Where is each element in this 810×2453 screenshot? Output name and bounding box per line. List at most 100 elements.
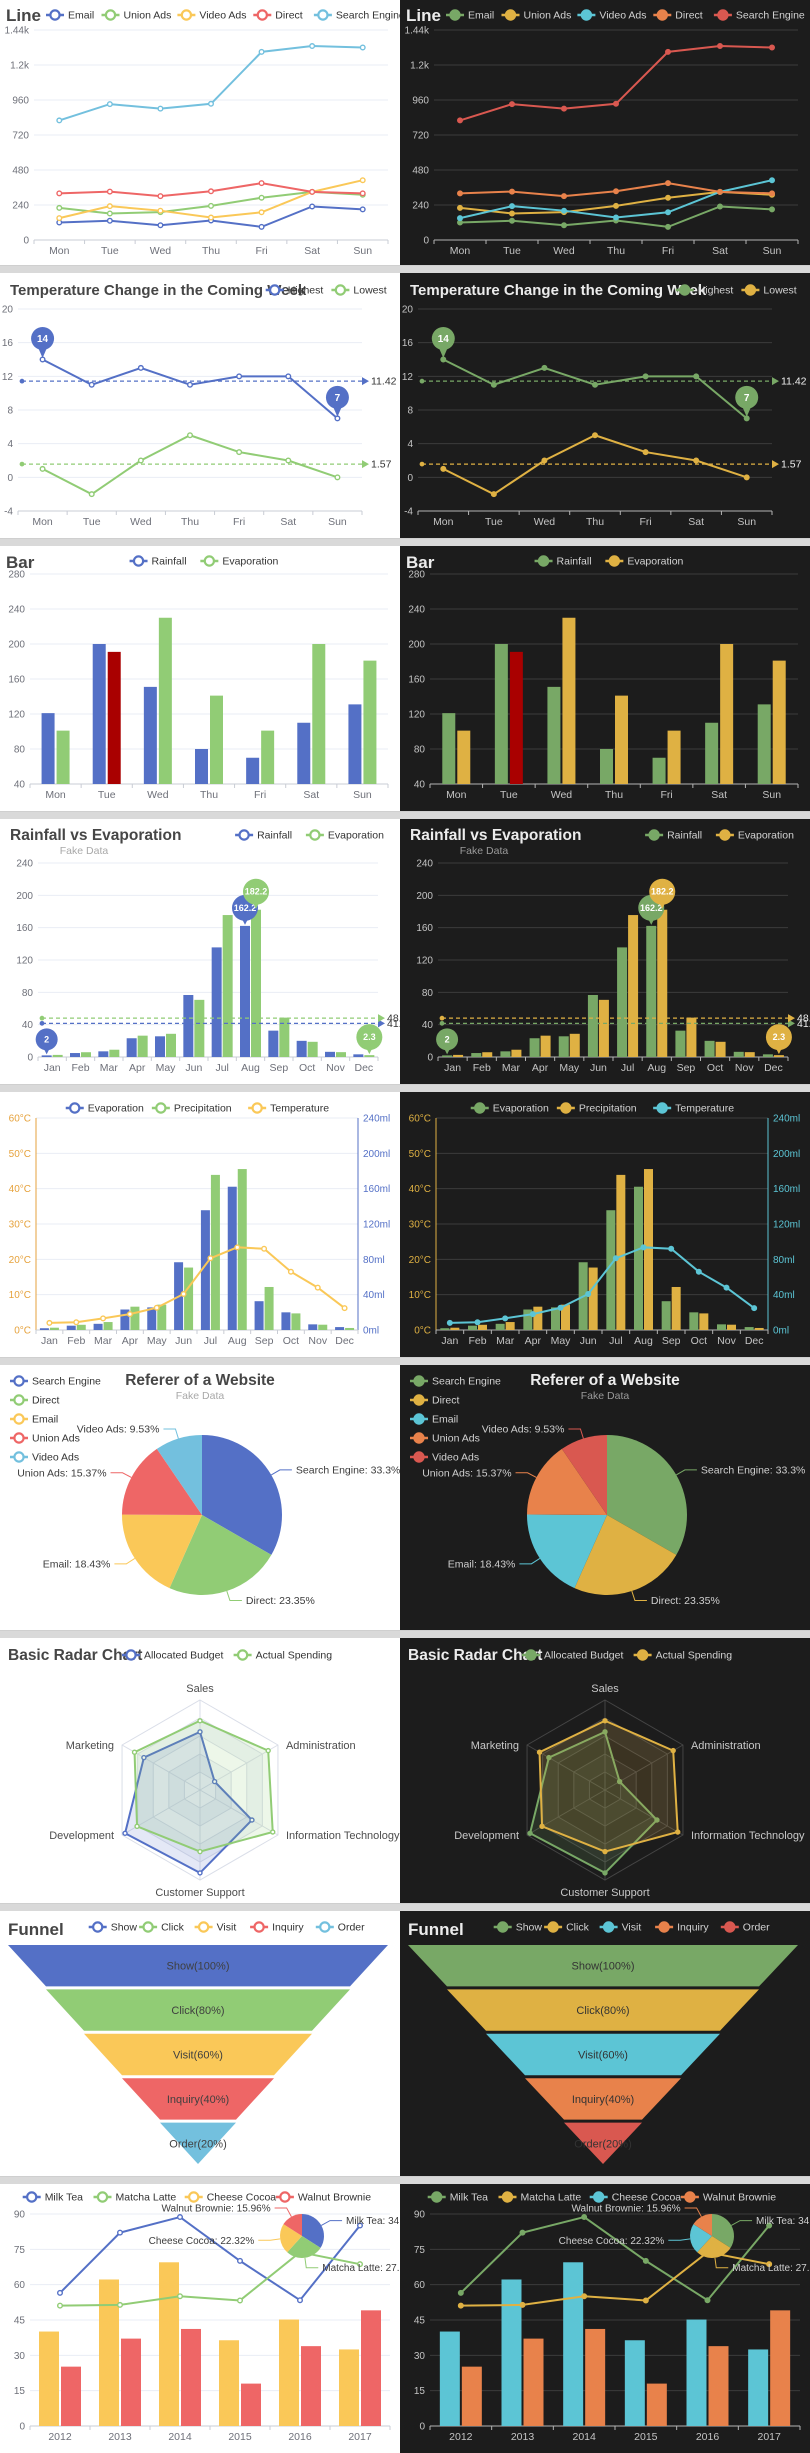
legend-item-evaporation[interactable]: Evaporation: [715, 829, 794, 842]
legend-item-evaporation[interactable]: Evaporation: [305, 829, 384, 842]
legend-label: Direct: [432, 1395, 460, 1407]
legend-item-highest[interactable]: Highest: [675, 284, 734, 297]
bar-rainfall: [587, 995, 598, 1057]
legend-item-actual-spending[interactable]: Actual Spending: [633, 1649, 733, 1662]
legend-item-union-ads[interactable]: Union Ads: [101, 9, 172, 22]
legend-item-video-ads[interactable]: Video Ads: [410, 1451, 479, 1464]
legend-item-visit[interactable]: Visit: [194, 1921, 237, 1934]
legend-item-rainfall[interactable]: Rainfall: [129, 555, 187, 568]
legend-item-direct[interactable]: Direct: [10, 1394, 60, 1407]
legend-item-email[interactable]: Email: [10, 1413, 58, 1426]
bar-precipitation: [103, 1322, 113, 1330]
line-series-lowest: [440, 432, 750, 498]
chart-subtitle: Fake Data: [60, 845, 109, 857]
pie-slice-walnut-brownie: [693, 2214, 712, 2236]
x-axis-label: Tue: [83, 516, 101, 528]
bar-evaporation: [307, 1041, 318, 1057]
markpoint-label: 162.2: [640, 903, 663, 913]
legend-item-show[interactable]: Show: [88, 1921, 138, 1934]
dual-chart-canvas: 0°C 0ml 10°C 40ml 20°C 80ml 30°C 120ml 40°C 160ml…: [9, 1102, 390, 1347]
legend-item-video-ads[interactable]: Video Ads: [177, 9, 247, 22]
legend-item-temperature[interactable]: Temperature: [653, 1102, 734, 1115]
legend-item-order[interactable]: Order: [720, 1921, 770, 1934]
legend-item-union-ads[interactable]: Union Ads: [501, 9, 572, 22]
legend-label: Highest: [698, 285, 734, 297]
x-axis-label: Mar: [94, 1335, 113, 1347]
legend-label: Rainfall: [152, 556, 187, 568]
legend-label: Matcha Latte: [521, 2192, 582, 2204]
legend-item-email[interactable]: Email: [46, 9, 94, 22]
legend-marker-icon: [496, 1921, 509, 1933]
legend-item-click[interactable]: Click: [544, 1921, 590, 1934]
data-point: [357, 2222, 364, 2229]
legend-item-precipitation[interactable]: Precipitation: [556, 1102, 637, 1115]
legend-item-cheese-cocoa[interactable]: Cheese Cocoa: [184, 2191, 277, 2204]
legend-item-lowest[interactable]: Lowest: [331, 284, 387, 297]
data-point: [602, 1729, 608, 1735]
legend-item-rainfall[interactable]: Rainfall: [534, 555, 592, 568]
legend-item-email[interactable]: Email: [446, 9, 494, 22]
legend-marker-icon: [104, 9, 117, 21]
markline-label: 11.42: [781, 376, 807, 388]
legend-item-visit[interactable]: Visit: [599, 1921, 642, 1934]
legend-item-highest[interactable]: Highest: [265, 284, 324, 297]
funnel-label: Click(80%): [576, 2005, 629, 2017]
legend-label: Order: [338, 1922, 365, 1934]
chart-cell-line-light: 0 240 480 720 960 1.2k 1.44k Mon Tue Wed Thu Fri Sat…: [0, 0, 400, 265]
legend-item-direct[interactable]: Direct: [410, 1394, 460, 1407]
data-point: [665, 180, 672, 187]
legend-item-evaporation[interactable]: Evaporation: [200, 555, 279, 568]
legend-item-search-engine[interactable]: Search Engine: [313, 9, 400, 22]
legend-marker-icon: [253, 1921, 265, 1933]
legend-label: Video Ads: [599, 10, 646, 22]
bar-evaporation: [495, 1323, 505, 1330]
legend-item-cheese-cocoa[interactable]: Cheese Cocoa: [589, 2191, 682, 2204]
legend-item-matcha-latte[interactable]: Matcha Latte: [93, 2191, 177, 2204]
legend-item-matcha-latte[interactable]: Matcha Latte: [498, 2191, 582, 2204]
markpoint-label: 14: [37, 334, 49, 345]
legend-item-inquiry[interactable]: Inquiry: [655, 1921, 709, 1934]
legend-label: Precipitation: [579, 1103, 637, 1115]
temperature-chart-canvas: -4 0 4 8 12 16 20 Mon Tue Wed Thu Fri Sat Sun 11.42 1.5…: [402, 282, 807, 528]
legend-item-actual-spending[interactable]: Actual Spending: [233, 1649, 333, 1662]
legend-item-video-ads[interactable]: Video Ads: [10, 1451, 79, 1464]
right-axis-tick: 160ml: [363, 1184, 390, 1195]
legend-item-precipitation[interactable]: Precipitation: [151, 1102, 232, 1115]
legend-item-evaporation[interactable]: Evaporation: [470, 1102, 549, 1115]
pie-slice-search-engine: [202, 1435, 282, 1555]
x-axis-label: Oct: [707, 1062, 723, 1074]
legend-marker-icon: [636, 1649, 649, 1661]
legend-item-search-engine[interactable]: Search Engine: [713, 9, 805, 22]
legend-label: Visit: [217, 1922, 237, 1934]
legend-item-walnut-brownie[interactable]: Walnut Brownie: [275, 2191, 371, 2204]
legend-item-email[interactable]: Email: [410, 1413, 458, 1426]
legend-item-evaporation[interactable]: Evaporation: [65, 1102, 144, 1115]
legend-item-rainfall[interactable]: Rainfall: [645, 829, 702, 842]
legend-item-direct[interactable]: Direct: [653, 9, 703, 22]
legend-item-click[interactable]: Click: [139, 1921, 185, 1934]
legend-item-walnut-brownie[interactable]: Walnut Brownie: [680, 2191, 776, 2204]
bar-rainfall: [155, 1036, 165, 1057]
legend-item-direct[interactable]: Direct: [253, 9, 303, 22]
legend-item-rainfall[interactable]: Rainfall: [235, 829, 292, 842]
legend-item-video-ads[interactable]: Video Ads: [577, 9, 647, 22]
legend-item-allocated-budget[interactable]: Allocated Budget: [522, 1649, 623, 1662]
legend-item-union-ads[interactable]: Union Ads: [10, 1432, 80, 1445]
legend-item-union-ads[interactable]: Union Ads: [410, 1432, 480, 1445]
x-axis-label: Jul: [609, 1335, 622, 1347]
legend-label: Search Engine: [432, 1376, 501, 1388]
bar-walnut-brownie: [301, 2346, 321, 2426]
legend-item-show[interactable]: Show: [493, 1921, 543, 1934]
x-axis-label: Sat: [712, 245, 728, 257]
legend-item-search-engine[interactable]: Search Engine: [10, 1375, 101, 1388]
data-point: [137, 364, 144, 371]
legend-item-allocated-budget[interactable]: Allocated Budget: [122, 1649, 223, 1662]
legend-item-milk-tea[interactable]: Milk Tea: [427, 2191, 488, 2204]
legend-item-milk-tea[interactable]: Milk Tea: [22, 2191, 83, 2204]
legend-item-temperature[interactable]: Temperature: [248, 1102, 329, 1115]
legend-item-lowest[interactable]: Lowest: [741, 284, 797, 297]
legend-item-order[interactable]: Order: [315, 1921, 365, 1934]
legend-item-inquiry[interactable]: Inquiry: [250, 1921, 304, 1934]
legend-item-evaporation[interactable]: Evaporation: [605, 555, 684, 568]
legend-item-search-engine[interactable]: Search Engine: [410, 1375, 501, 1388]
